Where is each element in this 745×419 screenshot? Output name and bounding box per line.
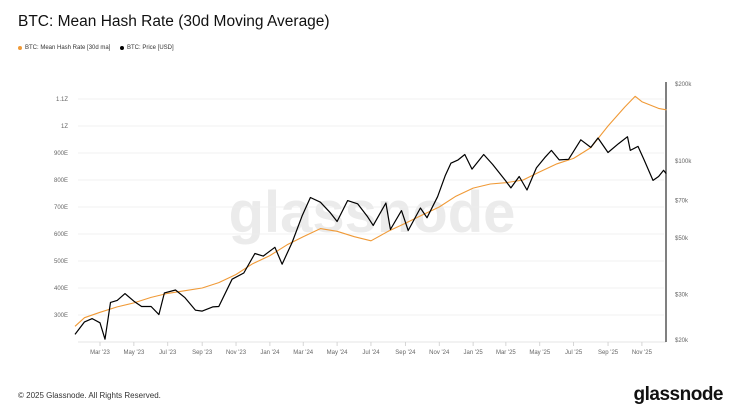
x-axis-tick-label: Sep '23 [192,350,213,356]
price-line [74,136,667,340]
left-axis-tick-label: 500E [54,259,68,265]
x-axis-tick-label: Jan '25 [464,350,484,356]
right-axis-tick-label: $20k [675,338,689,344]
hash-rate-line [74,95,667,327]
x-axis-tick-label: Sep '24 [395,350,416,356]
x-axis-tick-label: Mar '25 [496,350,516,356]
legend-item-hash-rate[interactable]: BTC: Mean Hash Rate [30d ma] [18,45,110,51]
left-axis-tick-label: 300E [54,313,68,319]
x-axis-tick-label: Jan '24 [260,350,280,356]
x-axis-tick-label: Mar '23 [90,350,110,356]
x-axis-tick-label: Jul '24 [362,350,380,356]
x-axis-tick-label: Nov '25 [632,350,653,356]
x-axis-tick-label: Jul '25 [565,350,583,356]
left-axis-tick-label: 1Z [61,124,68,130]
x-axis-tick-label: May '23 [123,350,144,356]
right-axis-tick-label: $100k [675,159,692,165]
legend-dot-black [120,46,124,50]
copyright: © 2025 Glassnode. All Rights Reserved. [18,391,161,400]
glassnode-logo: glassnode [633,384,724,405]
x-axis-tick-label: Nov '24 [429,350,450,356]
x-axis-tick-label: Sep '25 [598,350,619,356]
right-axis-tick-label: $50k [675,236,689,242]
x-axis-tick-label: Nov '23 [226,350,247,356]
legend-item-price[interactable]: BTC: Price [USD] [120,45,174,51]
x-axis-tick-label: May '24 [327,350,348,356]
left-axis-tick-label: 900E [54,151,68,157]
right-axis-tick-label: $200k [675,82,692,88]
left-axis-tick-label: 800E [54,178,68,184]
legend-label: BTC: Mean Hash Rate [30d ma] [25,45,111,51]
left-axis-tick-label: 400E [54,286,68,292]
left-axis-tick-label: 600E [54,232,68,238]
x-axis-tick-label: Mar '24 [293,350,313,356]
x-axis-tick-label: May '25 [529,350,550,356]
legend-dot-orange [18,46,22,50]
left-axis-tick-label: 1.1Z [56,97,68,103]
x-axis-tick-label: Jul '23 [159,350,177,356]
left-axis-tick-label: 700E [54,205,68,211]
right-axis-tick-label: $70k [675,199,689,205]
right-axis-tick-label: $30k [675,293,689,299]
legend-label: BTC: Price [USD] [127,45,174,51]
page-title: BTC: Mean Hash Rate (30d Moving Average) [18,13,330,30]
watermark: glassnode [229,180,516,245]
